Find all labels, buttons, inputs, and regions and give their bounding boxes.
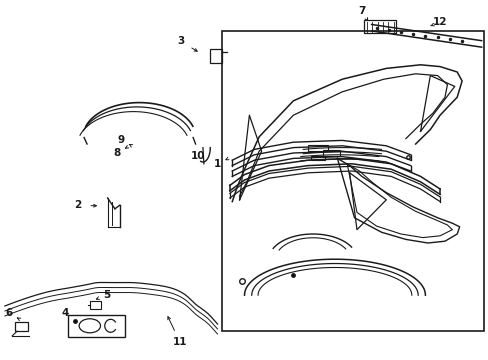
Bar bbox=[90, 301, 101, 309]
Bar bbox=[310, 156, 325, 160]
Text: 5: 5 bbox=[103, 290, 110, 300]
Text: 3: 3 bbox=[177, 36, 184, 46]
Text: 10: 10 bbox=[190, 150, 205, 161]
Bar bbox=[307, 145, 327, 151]
Bar bbox=[210, 49, 222, 63]
Text: 8: 8 bbox=[114, 148, 121, 158]
Text: 2: 2 bbox=[75, 200, 81, 210]
Text: 6: 6 bbox=[5, 308, 12, 318]
Bar bbox=[68, 315, 124, 337]
Text: 12: 12 bbox=[432, 17, 447, 27]
Bar bbox=[222, 31, 483, 331]
Text: 9: 9 bbox=[117, 135, 124, 145]
Text: 7: 7 bbox=[357, 6, 365, 16]
Bar bbox=[364, 20, 395, 33]
Text: 11: 11 bbox=[172, 337, 187, 347]
Text: 1: 1 bbox=[214, 159, 221, 169]
Bar bbox=[15, 322, 28, 331]
Text: 4: 4 bbox=[61, 308, 69, 318]
Bar bbox=[322, 150, 339, 156]
